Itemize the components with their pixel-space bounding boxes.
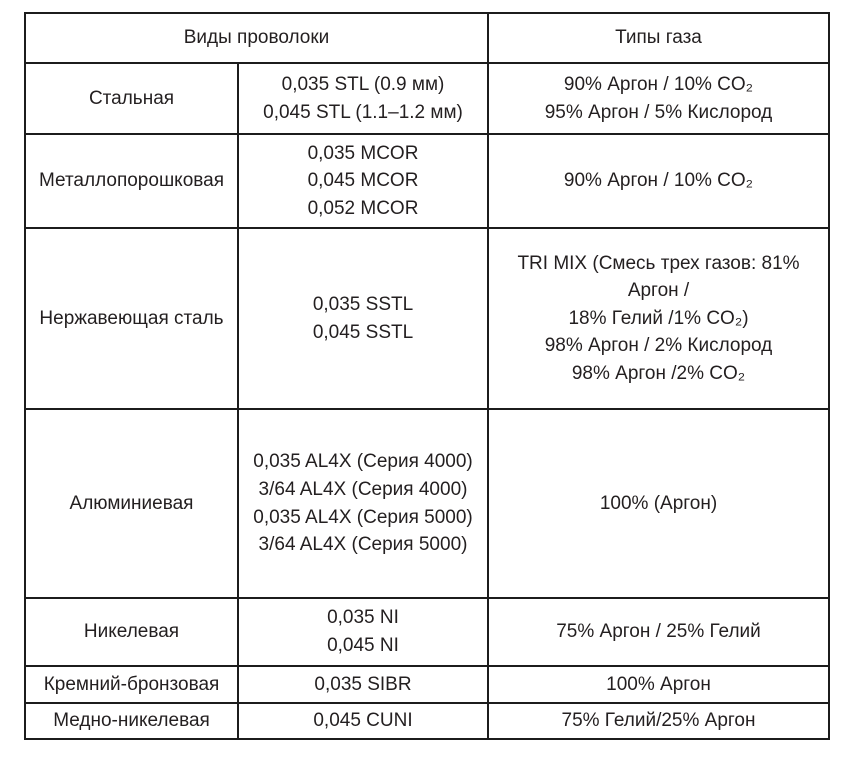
wire-material-cell: Никелевая [24, 597, 239, 667]
gas-types-cell: 90% Аргон / 10% CO₂ 95% Аргон / 5% Кисло… [487, 62, 830, 135]
table-row-aluminum: Алюминиевая 0,035 AL4X (Серия 4000) 3/64… [24, 408, 830, 599]
gas-types-cell: 75% Аргон / 25% Гелий [487, 597, 830, 667]
table-row-silicon-bronze: Кремний-бронзовая 0,035 SIBR 100% Аргон [24, 665, 830, 704]
table-row-metal-cored: Металлопорошковая 0,035 MCOR 0,045 MCOR … [24, 133, 830, 229]
wire-material-cell: Алюминиевая [24, 408, 239, 599]
wire-material-cell: Кремний-бронзовая [24, 665, 239, 704]
gas-types-cell: 100% (Аргон) [487, 408, 830, 599]
wire-material-cell: Нержавеющая сталь [24, 227, 239, 410]
gas-types-cell: 90% Аргон / 10% CO₂ [487, 133, 830, 229]
wire-sizes-cell: 0,045 CUNI [237, 702, 489, 740]
wire-material-cell: Стальная [24, 62, 239, 135]
wire-sizes-cell: 0,035 STL (0.9 мм) 0,045 STL (1.1–1.2 мм… [237, 62, 489, 135]
wire-sizes-cell: 0,035 AL4X (Серия 4000) 3/64 AL4X (Серия… [237, 408, 489, 599]
wire-sizes-cell: 0,035 SSTL 0,045 SSTL [237, 227, 489, 410]
gas-types-cell: 100% Аргон [487, 665, 830, 704]
table-row-copper-nickel: Медно-никелевая 0,045 CUNI 75% Гелий/25%… [24, 702, 830, 740]
wire-sizes-cell: 0,035 SIBR [237, 665, 489, 704]
wire-material-cell: Медно-никелевая [24, 702, 239, 740]
wire-gas-table: Виды проволоки Типы газа Стальная 0,035 … [24, 12, 830, 740]
gas-types-cell: 75% Гелий/25% Аргон [487, 702, 830, 740]
table-header-row: Виды проволоки Типы газа [24, 12, 830, 64]
wire-material-cell: Металлопорошковая [24, 133, 239, 229]
wire-sizes-cell: 0,035 NI 0,045 NI [237, 597, 489, 667]
table-row-steel: Стальная 0,035 STL (0.9 мм) 0,045 STL (1… [24, 62, 830, 135]
wire-sizes-cell: 0,035 MCOR 0,045 MCOR 0,052 MCOR [237, 133, 489, 229]
header-wire-types: Виды проволоки [24, 12, 489, 64]
table-row-nickel: Никелевая 0,035 NI 0,045 NI 75% Аргон / … [24, 597, 830, 667]
table-row-stainless: Нержавеющая сталь 0,035 SSTL 0,045 SSTL … [24, 227, 830, 410]
header-gas-types: Типы газа [487, 12, 830, 64]
gas-types-cell: TRI MIX (Смесь трех газов: 81% Аргон / 1… [487, 227, 830, 410]
